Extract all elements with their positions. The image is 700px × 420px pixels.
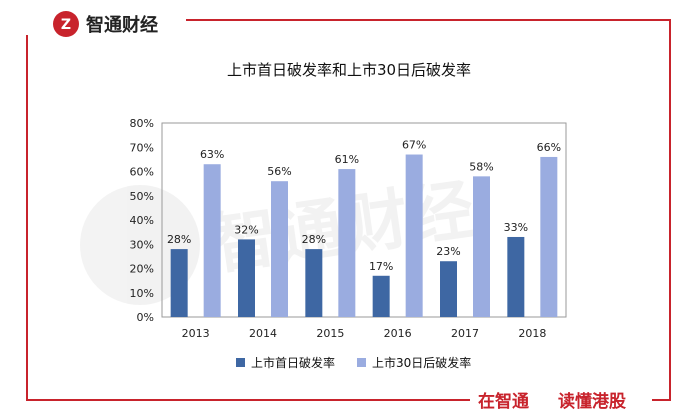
data-label: 23% <box>436 245 460 258</box>
slogan-left: 在智通 <box>478 391 529 412</box>
bar-30-day <box>473 176 490 317</box>
x-axis: 2013 2014 2015 2016 2017 2018 <box>182 327 547 340</box>
legend: 上市首日破发率 上市30日后破发率 <box>236 355 471 370</box>
y-tick-label: 0% <box>137 311 154 324</box>
data-label: 32% <box>234 223 258 236</box>
brand-name: 智通财经 <box>86 14 158 36</box>
y-axis: 0% 10% 20% 30% 40% 50% 60% 70% 80% <box>130 117 154 324</box>
bar-30-day <box>540 156 558 317</box>
data-label: 28% <box>167 233 191 246</box>
data-label: 61% <box>335 153 359 166</box>
bar-first-day <box>440 261 457 317</box>
data-label: 17% <box>369 260 393 273</box>
y-tick-label: 30% <box>130 238 154 251</box>
slogan-right: 读懂港股 <box>558 391 626 412</box>
plot-area <box>161 122 567 318</box>
data-label: 63% <box>200 148 224 161</box>
x-tick-label: 2017 <box>451 327 479 340</box>
x-tick-label: 2014 <box>249 327 277 340</box>
legend-label-first-day: 上市首日破发率 <box>251 355 335 370</box>
bar-first-day <box>305 249 323 317</box>
legend-label-30-day: 上市30日后破发率 <box>372 355 471 370</box>
data-labels: 28% 63% 32% 56% 28% 61% 17% 67% 23% 58% 33% 66% <box>167 139 561 273</box>
legend-swatch-30-day <box>357 358 366 367</box>
data-label: 58% <box>469 160 493 173</box>
bar-30-day <box>405 154 423 317</box>
watermark-logo-icon <box>80 185 200 305</box>
y-tick-label: 80% <box>130 117 154 130</box>
page-frame <box>26 19 671 401</box>
data-label: 66% <box>537 141 561 154</box>
x-tick-label: 2016 <box>384 327 412 340</box>
y-tick-label: 20% <box>130 263 154 276</box>
x-tick-label: 2015 <box>316 327 344 340</box>
x-tick-label: 2018 <box>518 327 546 340</box>
y-tick-label: 70% <box>130 141 154 154</box>
bar-first-day <box>507 236 525 317</box>
data-label: 33% <box>504 221 528 234</box>
slogan: 在智通 读懂港股 <box>478 391 626 412</box>
bar-30-day <box>271 181 288 317</box>
y-tick-label: 50% <box>130 190 154 203</box>
bar-first-day <box>238 239 255 317</box>
logo-icon-mark: Z <box>61 17 71 33</box>
x-tick-label: 2013 <box>182 327 210 340</box>
bar-30-day <box>338 169 356 317</box>
data-label: 67% <box>402 139 426 152</box>
bar-first-day <box>170 249 188 317</box>
bar-first-day <box>372 275 390 317</box>
brand-logo: Z 智通财经 <box>53 11 158 37</box>
bar-30-day <box>203 164 221 317</box>
data-label: 56% <box>267 165 291 178</box>
chart-title: 上市首日破发率和上市30日后破发率 <box>227 61 471 79</box>
y-tick-label: 40% <box>130 214 154 227</box>
data-label: 28% <box>302 233 326 246</box>
y-tick-label: 60% <box>130 166 154 179</box>
bars <box>170 154 558 317</box>
y-tick-label: 10% <box>130 287 154 300</box>
logo-icon <box>53 11 79 37</box>
legend-swatch-first-day <box>236 358 245 367</box>
